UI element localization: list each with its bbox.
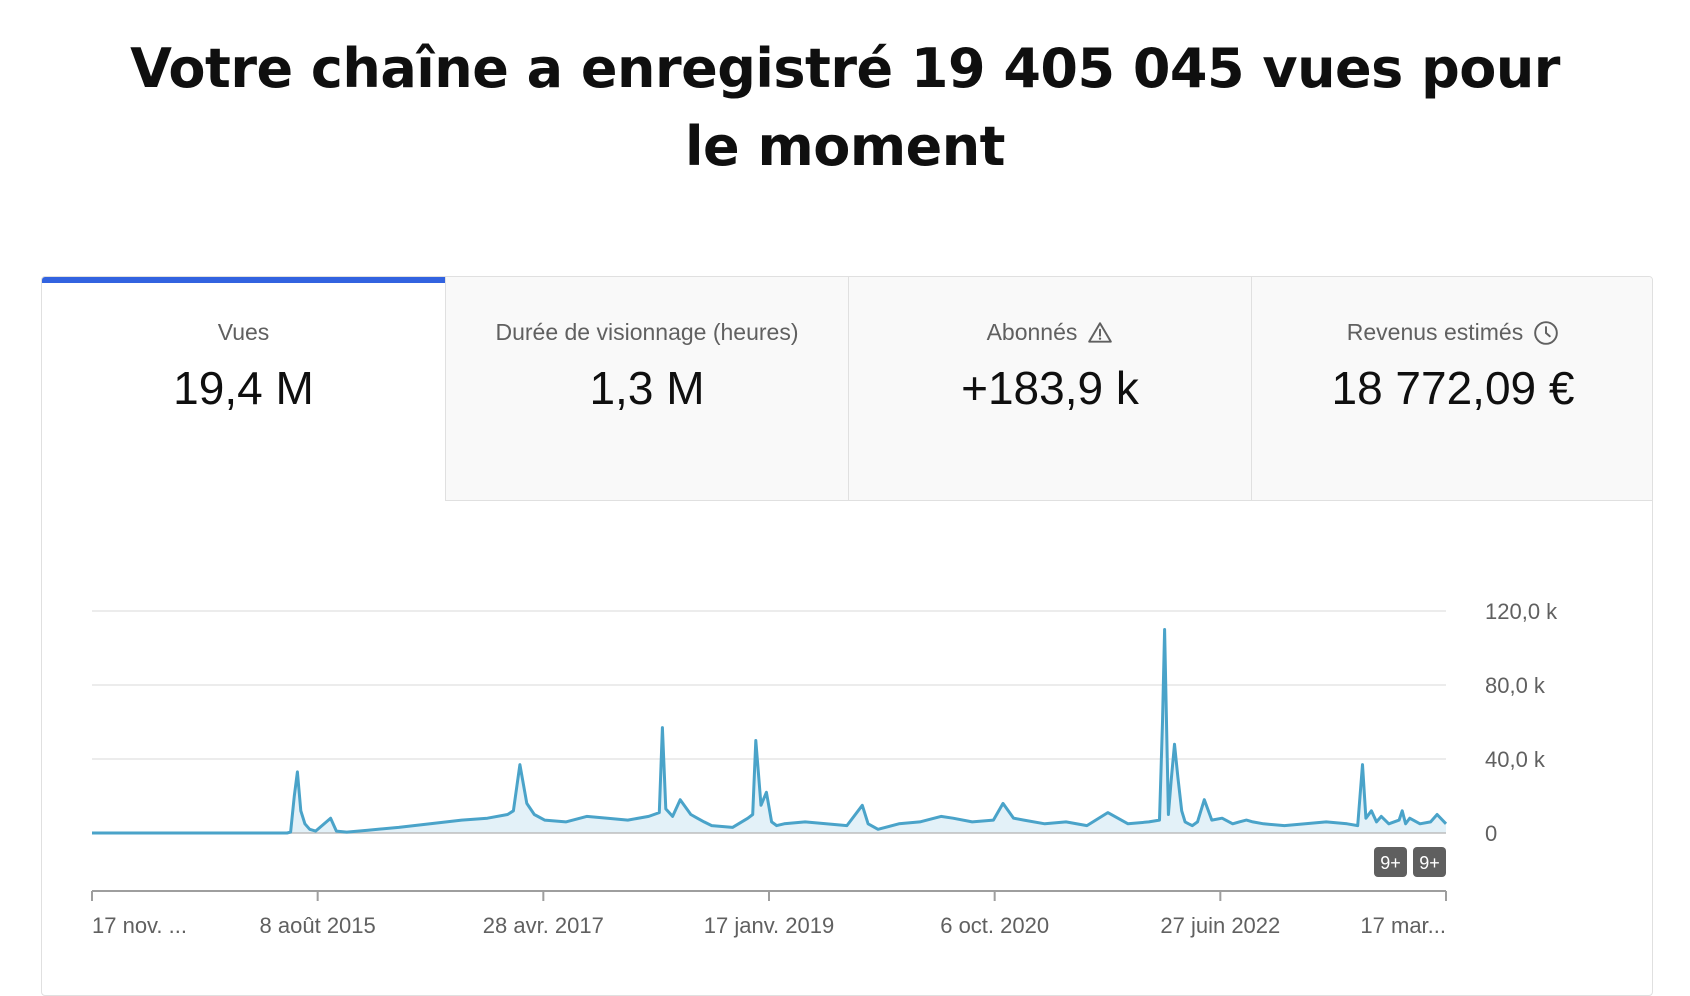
y-tick-label: 0 <box>1485 821 1497 846</box>
views-chart: 0 40,0 k 80,0 k 120,0 k 17 nov. ... 8 août 2… <box>42 501 1653 996</box>
x-tick-label: 17 mar... <box>1360 913 1446 938</box>
tab-views[interactable]: Vues 19,4 M <box>42 277 445 501</box>
tab-watch-time-label: Durée de visionnage (heures) <box>495 319 798 346</box>
x-tick-label: 8 août 2015 <box>260 913 376 938</box>
badge-label: 9+ <box>1380 853 1401 873</box>
tab-revenue[interactable]: Revenus estimés 18 772,09 € <box>1251 277 1653 501</box>
x-tick-label: 17 janv. 2019 <box>704 913 834 938</box>
x-tick-label: 28 avr. 2017 <box>483 913 604 938</box>
clock-icon[interactable] <box>1533 320 1559 346</box>
y-tick-label: 40,0 k <box>1485 747 1546 772</box>
series-line[interactable] <box>92 630 1446 834</box>
x-tick-label: 17 nov. ... <box>92 913 187 938</box>
x-tick-label: 6 oct. 2020 <box>940 913 1049 938</box>
tab-watch-time-value: 1,3 M <box>446 361 848 415</box>
y-tick-label: 80,0 k <box>1485 673 1546 698</box>
badge-label: 9+ <box>1419 853 1440 873</box>
tab-revenue-value: 18 772,09 € <box>1252 361 1653 415</box>
tab-revenue-label: Revenus estimés <box>1347 319 1523 346</box>
tab-subscribers-label: Abonnés <box>987 319 1078 346</box>
metric-tabs: Vues 19,4 M Durée de visionnage (heures)… <box>42 277 1653 501</box>
annotation-badge[interactable]: 9+ <box>1413 847 1446 877</box>
analytics-card: Vues 19,4 M Durée de visionnage (heures)… <box>41 276 1653 996</box>
page-title: Votre chaîne a enregistré 19 405 045 vue… <box>120 30 1570 186</box>
y-tick-label: 120,0 k <box>1485 599 1558 624</box>
tab-watch-time[interactable]: Durée de visionnage (heures) 1,3 M <box>445 277 848 501</box>
annotation-badge[interactable]: 9+ <box>1374 847 1407 877</box>
tab-views-label: Vues <box>218 319 270 346</box>
tab-views-value: 19,4 M <box>42 361 445 415</box>
tab-subscribers[interactable]: Abonnés +183,9 k <box>848 277 1251 501</box>
views-chart-svg: 0 40,0 k 80,0 k 120,0 k 17 nov. ... 8 août 2… <box>42 501 1653 996</box>
tab-subscribers-value: +183,9 k <box>849 361 1251 415</box>
warning-icon[interactable] <box>1087 320 1113 346</box>
x-tick-label: 27 juin 2022 <box>1160 913 1280 938</box>
